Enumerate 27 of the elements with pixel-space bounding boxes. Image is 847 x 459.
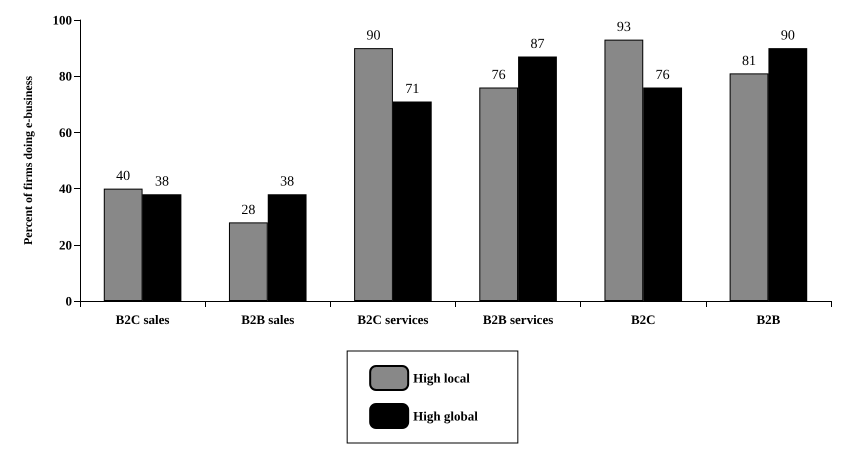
data-label: 71	[405, 82, 420, 97]
data-label: 81	[742, 54, 756, 69]
x-tick-label: B2B sales	[241, 312, 294, 327]
legend-label: High local	[413, 370, 470, 386]
x-tick-label: B2B	[756, 312, 781, 327]
data-label: 93	[616, 20, 631, 36]
y-tick-label: 40	[59, 181, 72, 196]
y-tick-label: 0	[66, 294, 72, 308]
data-label: 28	[241, 202, 256, 218]
data-label: 90	[780, 28, 795, 44]
x-tick-label: B2C services	[357, 312, 428, 327]
data-label: 40	[116, 169, 130, 184]
y-tick-label: 80	[59, 68, 72, 84]
y-axis-title: Percent of firms doing e-business	[21, 76, 35, 246]
y-tick-label: 20	[59, 237, 72, 252]
x-tick-label: B2C sales	[116, 312, 170, 327]
x-tick-label: B2C	[630, 312, 656, 327]
x-tick-label: B2B services	[482, 312, 554, 327]
data-label: 76	[492, 68, 506, 83]
data-label: 76	[656, 68, 670, 83]
y-tick-label: 100	[52, 12, 72, 28]
data-label: 38	[280, 174, 294, 190]
y-tick-label: 60	[59, 124, 72, 140]
legend-label: High global	[413, 408, 478, 424]
data-label: 87	[530, 37, 544, 52]
data-label: 90	[366, 28, 381, 44]
data-label: 38	[154, 174, 169, 190]
